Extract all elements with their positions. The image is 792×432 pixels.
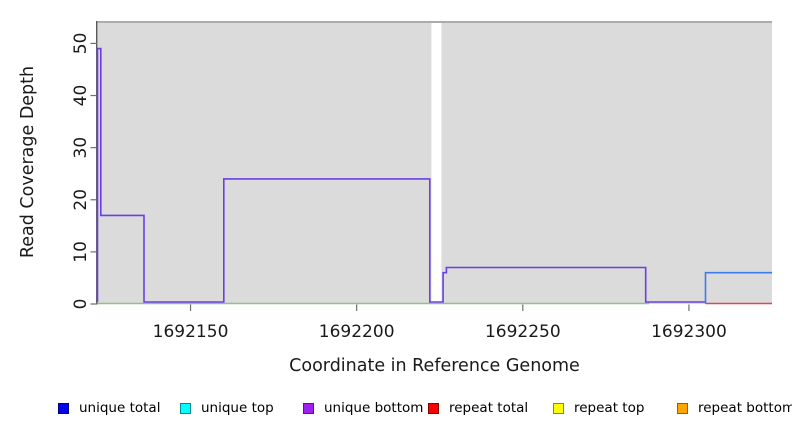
- x-tick-label: 1692250: [485, 322, 561, 342]
- y-tick-label: 10: [71, 241, 91, 263]
- y-tick-label: 0: [71, 299, 91, 310]
- x-tick-label: 1692300: [651, 322, 727, 342]
- x-tick-label: 1692150: [153, 322, 229, 342]
- y-tick-label: 50: [71, 33, 91, 55]
- y-axis-title: Read Coverage Depth: [18, 65, 38, 259]
- no-data-gap: [431, 21, 442, 304]
- y-tick-label: 20: [71, 189, 91, 211]
- x-tick-label: 1692200: [319, 322, 395, 342]
- series-unique-total-coverage: [704, 271, 772, 304]
- y-tick-label: 30: [71, 137, 91, 159]
- series-unique-bottom-coverage: [96, 47, 706, 303]
- x-axis-title: Coordinate in Reference Genome: [289, 356, 580, 376]
- y-tick-label: 40: [71, 85, 91, 107]
